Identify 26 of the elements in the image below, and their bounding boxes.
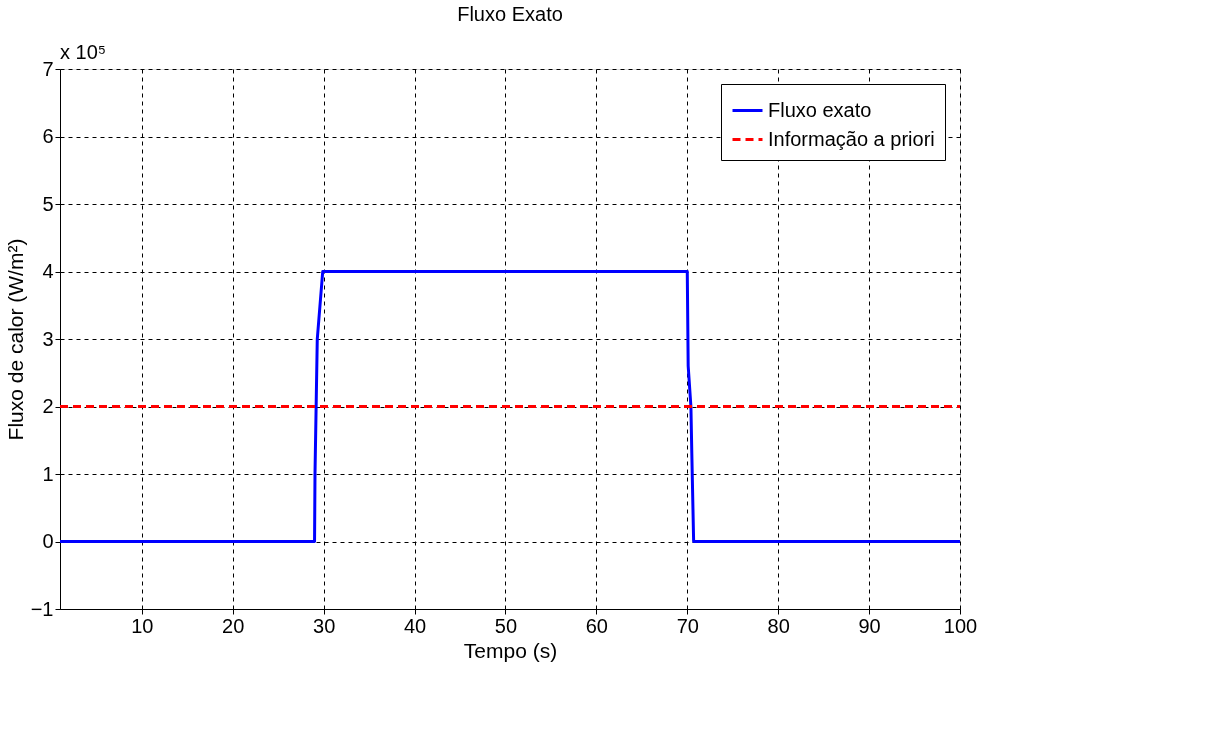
legend-label: Informação a priori bbox=[768, 127, 935, 150]
y-tick-label: 7 bbox=[42, 57, 54, 80]
x-tick-label: 80 bbox=[767, 614, 790, 637]
y-tick-label: 1 bbox=[42, 462, 54, 485]
x-tick-label: 90 bbox=[858, 614, 881, 637]
chart-title: Fluxo Exato bbox=[457, 3, 563, 25]
x-tick-label: 100 bbox=[943, 614, 978, 637]
y-tick-label: 2 bbox=[42, 395, 54, 417]
y-tick-label: 0 bbox=[42, 530, 54, 552]
x-tick-label: 40 bbox=[403, 614, 427, 637]
y-tick-label: 5 bbox=[42, 192, 54, 215]
x-tick-label: 20 bbox=[222, 614, 245, 637]
x-axis-title: Tempo (s) bbox=[463, 638, 558, 662]
x-tick-label: 50 bbox=[494, 614, 518, 637]
y-tick-label: −1 bbox=[30, 597, 54, 620]
legend-label: Fluxo exato bbox=[768, 98, 872, 121]
y-axis-title: Fluxo de calor (W/m²) bbox=[3, 238, 27, 441]
x-tick-label: 30 bbox=[313, 614, 336, 637]
x-tick-label: 10 bbox=[131, 614, 154, 637]
text: x 10⁵ bbox=[60, 41, 107, 63]
line-series bbox=[58, 270, 962, 543]
x-tick-label: 70 bbox=[676, 614, 699, 637]
x-tick-label: 60 bbox=[585, 614, 608, 637]
y-tick-label: 4 bbox=[42, 260, 54, 282]
y-tick-label: 3 bbox=[42, 327, 54, 350]
y-tick-label: 6 bbox=[42, 125, 54, 147]
